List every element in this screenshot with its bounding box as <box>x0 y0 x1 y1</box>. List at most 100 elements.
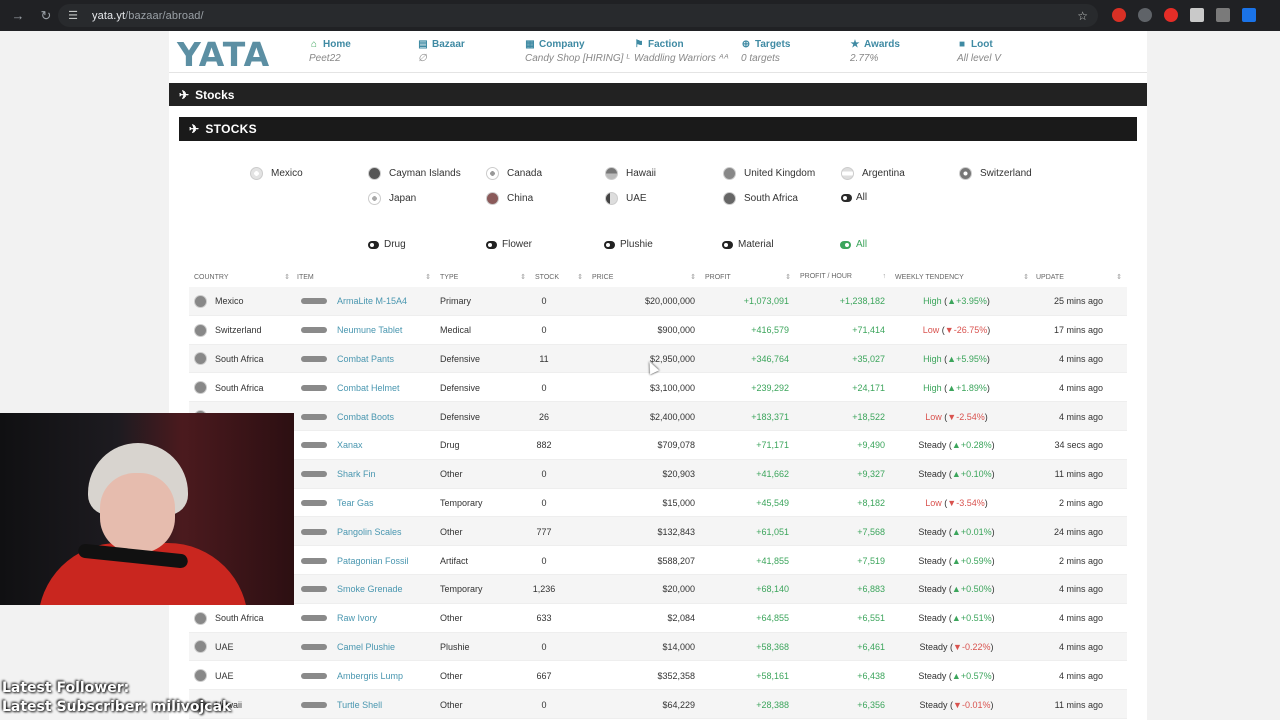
site-info-icon[interactable]: ☰ <box>68 10 78 22</box>
row-country: Hawaii <box>194 690 242 719</box>
extension-icon[interactable] <box>1164 8 1178 22</box>
tendency-arrow-icon: ▲ <box>951 526 961 537</box>
item-link[interactable]: Combat Boots <box>337 411 395 422</box>
column-weekly-tendency[interactable]: Weekly Tendency ⇕ <box>895 273 1029 282</box>
item-link[interactable]: Pangolin Scales <box>337 526 402 537</box>
extension-icon[interactable] <box>1190 8 1204 22</box>
country-filter-cayman-islands[interactable]: Cayman Islands <box>368 167 461 180</box>
item-link[interactable]: ArmaLite M-15A4 <box>337 296 408 307</box>
item-link[interactable]: Neumune Tablet <box>337 325 403 336</box>
row-profit-hour: +8,182 <box>857 497 885 508</box>
nav-awards[interactable]: ★ Awards 2.77% <box>850 38 900 64</box>
country-filter-united-kingdom[interactable]: United Kingdom <box>723 167 815 180</box>
country-filter-argentina[interactable]: Argentina <box>841 167 905 180</box>
row-item: Neumune Tablet <box>297 316 402 345</box>
row-type: Other <box>440 699 463 710</box>
table-row[interactable]: Patagonian Fossil Artifact 0 $588,207 +41,85… <box>189 546 1127 575</box>
table-row[interactable]: UAE Camel Plushie Plushie 0 $14,000 +58,368 +6… <box>189 632 1127 662</box>
column-type[interactable]: Type ⇕ <box>440 273 526 282</box>
type-filter-flower[interactable]: Flower <box>486 239 532 250</box>
tendency-label: High <box>923 382 942 393</box>
country-filter-south-africa[interactable]: South Africa <box>723 192 798 205</box>
column-country[interactable]: Country ⇕ <box>194 273 290 282</box>
nav-targets[interactable]: ⊕ Targets 0 targets <box>741 38 791 64</box>
country-filter-uae[interactable]: UAE <box>605 192 647 205</box>
forward-icon[interactable]: → <box>11 8 25 23</box>
table-row[interactable]: Switzerland Neumune Tablet Medical 0 $900,00… <box>189 316 1127 345</box>
nav-faction[interactable]: ⚑ Faction Waddling Warriors ᴬᴬ <box>634 38 729 64</box>
item-link[interactable]: Smoke Grenade <box>337 584 403 595</box>
table-row[interactable]: Tear Gas Temporary 0 $15,000 +45,549 +8,182 Lo… <box>189 489 1127 518</box>
country-filter-china[interactable]: China <box>486 192 533 205</box>
tendency-percent: +0.01% <box>960 526 992 537</box>
country-filter-japan[interactable]: Japan <box>368 192 416 205</box>
row-profit-hour: +7,568 <box>857 526 885 537</box>
country-filter-mexico[interactable]: Mexico <box>250 167 303 180</box>
country-flag-icon <box>194 698 207 712</box>
table-row[interactable]: South Africa Combat Pants Defensive 11 $2,95… <box>189 344 1127 374</box>
row-country: South Africa <box>194 345 264 374</box>
item-link[interactable]: Combat Helmet <box>337 382 400 393</box>
row-profit-hour: +9,327 <box>857 469 885 480</box>
type-filter-plushie[interactable]: Plushie <box>604 239 653 250</box>
uae-flag-icon <box>605 192 618 205</box>
table-row[interactable]: Hawaii Turtle Shell Other 0 $64,229 +28,388 +6… <box>189 690 1127 719</box>
column-update[interactable]: Update ⇕ <box>1036 273 1122 282</box>
item-link[interactable]: Tear Gas <box>337 497 374 508</box>
item-link[interactable]: Xanax <box>337 440 363 451</box>
table-row[interactable]: Smoke Grenade Temporary 1,236 $20,000 +68,14… <box>189 575 1127 604</box>
type-filter-drug[interactable]: Drug <box>368 239 406 250</box>
table-row[interactable]: South Africa Raw Ivory Other 633 $2,084 +64,8… <box>189 604 1127 633</box>
table-row[interactable]: Xanax Drug 882 $709,078 +71,171 +9,490 Steady … <box>189 431 1127 460</box>
sort-icon: ⇕ <box>690 274 696 281</box>
bookmark-star-icon[interactable]: ☆ <box>1077 8 1088 23</box>
tendency-label: High <box>923 353 942 364</box>
table-row[interactable]: Shark Fin Other 0 $20,903 +41,662 +9,327 Stead… <box>189 459 1127 489</box>
item-link[interactable]: Patagonian Fossil <box>337 555 409 566</box>
item-link[interactable]: Combat Pants <box>337 353 395 364</box>
item-link[interactable]: Turtle Shell <box>337 699 383 710</box>
section-title: Stocks <box>195 87 235 102</box>
table-row[interactable]: South Africa Combat Helmet Defensive 0 $3,10… <box>189 373 1127 403</box>
country-filter-hawaii[interactable]: Hawaii <box>605 167 656 180</box>
address-bar[interactable]: ☰ yata.yt/bazaar/abroad/ ☆ <box>58 4 1098 27</box>
column-item[interactable]: Item ⇕ <box>297 273 431 282</box>
nav-company[interactable]: ▦ Company Candy Shop [HIRING] ᴸ <box>525 38 630 64</box>
item-link[interactable]: Raw Ivory <box>337 613 378 624</box>
column-price[interactable]: Price ⇕ <box>592 273 696 282</box>
address-url[interactable]: yata.yt/bazaar/abroad/ <box>92 9 204 22</box>
country-filter-all[interactable]: All <box>841 192 867 203</box>
row-price: $588,207 <box>657 555 695 566</box>
row-update: 25 mins ago <box>1053 296 1103 307</box>
reload-icon[interactable]: ↻ <box>40 7 52 23</box>
row-profit-hour: +1,238,182 <box>839 296 885 307</box>
nav-home[interactable]: ⌂ Home Peet22 <box>309 38 351 64</box>
extension-icon[interactable] <box>1242 8 1256 22</box>
row-price: $709,078 <box>657 440 695 451</box>
country-filter-canada[interactable]: Canada <box>486 167 542 180</box>
row-stock: 0 <box>541 469 547 480</box>
extension-icon[interactable] <box>1138 8 1152 22</box>
type-filter-material[interactable]: Material <box>722 239 774 250</box>
extension-icon[interactable] <box>1216 8 1230 22</box>
table-row[interactable]: Combat Boots Defensive 26 $2,400,000 +183,37… <box>189 402 1127 431</box>
type-filter-all[interactable]: All <box>840 239 867 250</box>
table-row[interactable]: Mexico ArmaLite M-15A4 Primary 0 $20,000,000… <box>189 287 1127 316</box>
table-row[interactable]: UAE Ambergris Lump Other 667 $352,358 +58,161… <box>189 661 1127 691</box>
column-profit[interactable]: Profit ⇕ <box>705 273 791 282</box>
item-image-icon <box>297 410 331 424</box>
column-profit-hour[interactable]: Profit / Hour ↑ <box>800 273 886 280</box>
japan-flag-icon <box>368 192 381 205</box>
table-row[interactable]: Pangolin Scales Other 777 $132,843 +61,051 +7… <box>189 517 1127 547</box>
country-flag-icon <box>194 323 207 337</box>
item-link[interactable]: Shark Fin <box>337 469 376 480</box>
item-link[interactable]: Ambergris Lump <box>337 670 404 681</box>
row-stock: 1,236 <box>532 584 556 595</box>
nav-bazaar[interactable]: ▤ Bazaar ∅ <box>418 38 465 64</box>
column-stock[interactable]: Stock ⇕ <box>535 273 583 282</box>
item-link[interactable]: Camel Plushie <box>337 641 396 652</box>
extension-icon[interactable] <box>1112 8 1126 22</box>
yata-logo[interactable]: YATA <box>177 35 271 74</box>
nav-loot[interactable]: ■ Loot All level V <box>957 38 1001 64</box>
country-filter-switzerland[interactable]: Switzerland <box>959 167 1032 180</box>
